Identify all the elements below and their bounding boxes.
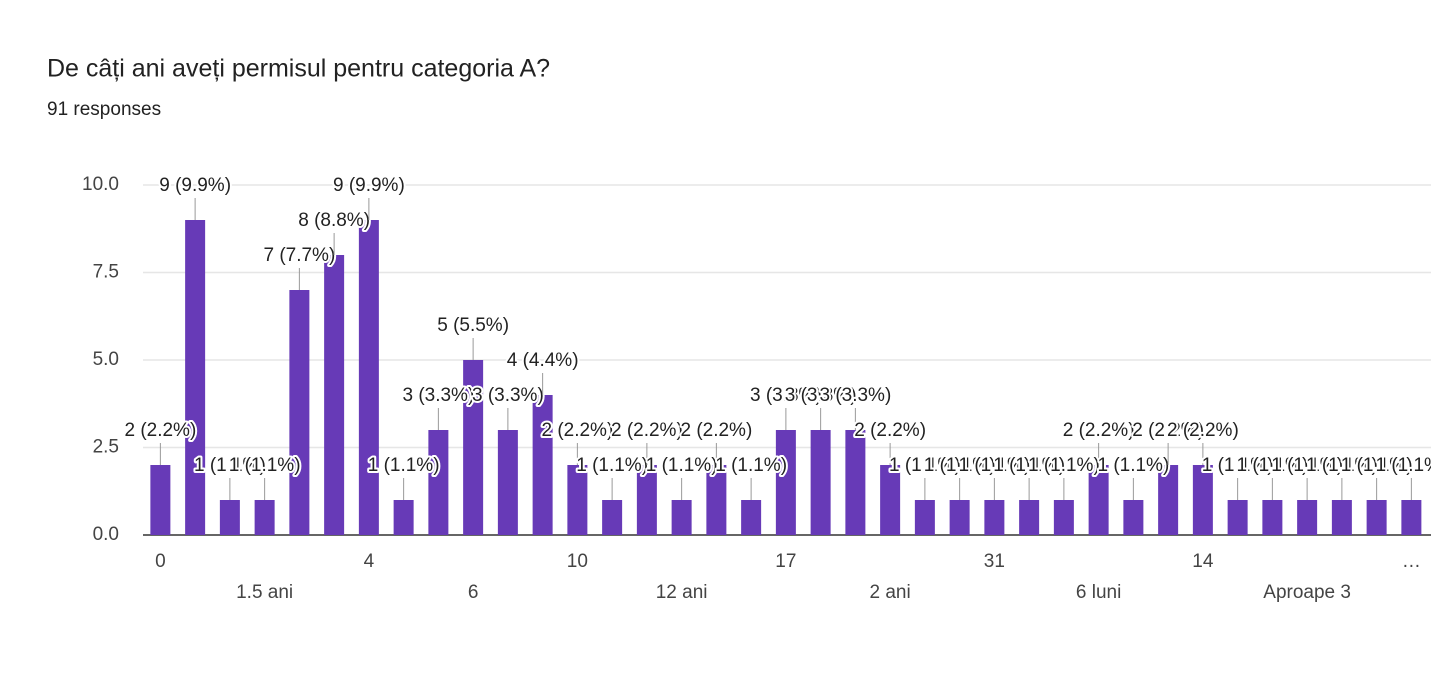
bar	[1366, 500, 1387, 535]
bar	[254, 500, 275, 535]
bar	[1158, 465, 1179, 535]
y-tick-label: 2.5	[93, 437, 119, 458]
bar	[358, 220, 379, 535]
data-label: 2 (2.2%)	[611, 420, 683, 441]
data-label: 1 (1.1%)	[1271, 455, 1343, 476]
bar	[914, 500, 935, 535]
chart-subtitle: 91 responses	[47, 99, 161, 120]
data-label: 2 (2.2%)	[541, 420, 613, 441]
bar	[567, 465, 588, 535]
bar	[497, 430, 518, 535]
data-label: 1 (1.1%)	[1028, 455, 1100, 476]
bar	[219, 500, 240, 535]
data-label: 1 (1.1%)	[1341, 455, 1413, 476]
x-tick-label: 2 ani	[870, 582, 911, 603]
data-label: 1 (1.1%)	[1236, 455, 1308, 476]
data-label: 2 (2.2%)	[854, 420, 926, 441]
bar	[949, 500, 970, 535]
y-tick-label: 0.0	[93, 524, 119, 545]
bar	[463, 360, 484, 535]
data-label: 2 (2.2%)	[124, 420, 196, 441]
bar	[636, 465, 657, 535]
bar	[1227, 500, 1248, 535]
data-label: 8 (8.8%)	[298, 210, 370, 231]
data-label: 1 (1.1%)	[1202, 455, 1274, 476]
bar	[845, 430, 866, 535]
bar	[185, 220, 206, 535]
bar	[393, 500, 414, 535]
data-label: 5 (5.5%)	[437, 315, 509, 336]
data-label: 1 (1.1%)	[1375, 455, 1431, 476]
y-tick-label: 5.0	[93, 349, 119, 370]
data-label: 1 (1.1%)	[924, 455, 996, 476]
x-tick-label: …	[1402, 551, 1421, 572]
x-tick-label: 14	[1192, 551, 1214, 572]
bar	[1053, 500, 1074, 535]
bar	[1192, 465, 1213, 535]
data-label: 2 (2.2%)	[680, 420, 752, 441]
data-label: 9 (9.9%)	[159, 175, 231, 196]
x-tick-label: 4	[364, 551, 375, 572]
bar	[810, 430, 831, 535]
x-tick-label: 12 ani	[656, 582, 708, 603]
bar	[775, 430, 796, 535]
x-tick-label: 0	[155, 551, 166, 572]
bar	[1262, 500, 1283, 535]
data-label: 3 (3.3%)	[472, 385, 544, 406]
x-tick-label: 1.5 ani	[236, 582, 293, 603]
bar	[984, 500, 1005, 535]
data-label: 1 (1.1%)	[958, 455, 1030, 476]
bar	[1331, 500, 1352, 535]
y-tick-label: 10.0	[82, 174, 119, 195]
data-label: 1 (1.1%)	[889, 455, 961, 476]
bar	[1088, 465, 1109, 535]
data-label: 1 (1.1%)	[229, 455, 301, 476]
bar	[602, 500, 623, 535]
bar	[324, 255, 345, 535]
x-tick-label: 17	[775, 551, 796, 572]
data-label: 3 (3.3%)	[402, 385, 474, 406]
bar	[532, 395, 553, 535]
data-label: 3 (3.3%)	[819, 385, 891, 406]
data-label: 2 (2.2%)	[1167, 420, 1239, 441]
bar	[289, 290, 310, 535]
bar	[150, 465, 171, 535]
chart-title: De câți ani aveți permisul pentru catego…	[47, 55, 550, 83]
data-label: 1 (1.1%)	[993, 455, 1065, 476]
data-label: 1 (1.1%)	[194, 455, 266, 476]
data-label: 1 (1.1%)	[576, 455, 648, 476]
y-tick-label: 7.5	[93, 262, 119, 283]
data-label: 1 (1.1%)	[368, 455, 440, 476]
x-tick-label: Aproape 3	[1263, 582, 1351, 603]
data-label: 4 (4.4%)	[507, 350, 579, 371]
bar	[880, 465, 901, 535]
data-label: 1 (1.1%)	[715, 455, 787, 476]
bar	[671, 500, 692, 535]
bar	[428, 430, 449, 535]
x-tick-label: 10	[567, 551, 588, 572]
data-label: 3 (3.3%)	[785, 385, 857, 406]
bar	[1123, 500, 1144, 535]
data-label: 2 (2.2%)	[1132, 420, 1204, 441]
bar	[741, 500, 762, 535]
x-tick-label: 6	[468, 582, 479, 603]
bar	[1019, 500, 1040, 535]
bar	[706, 465, 727, 535]
x-tick-label: 6 luni	[1076, 582, 1121, 603]
data-label: 9 (9.9%)	[333, 175, 405, 196]
x-tick-label: 31	[984, 551, 1005, 572]
data-label: 2 (2.2%)	[1063, 420, 1135, 441]
data-label: 3 (3.3%)	[750, 385, 822, 406]
data-label: 1 (1.1%)	[1097, 455, 1169, 476]
data-label: 1 (1.1%)	[1306, 455, 1378, 476]
data-label: 7 (7.7%)	[263, 245, 335, 266]
data-label: 1 (1.1%)	[646, 455, 718, 476]
bar	[1297, 500, 1318, 535]
bar	[1401, 500, 1422, 535]
